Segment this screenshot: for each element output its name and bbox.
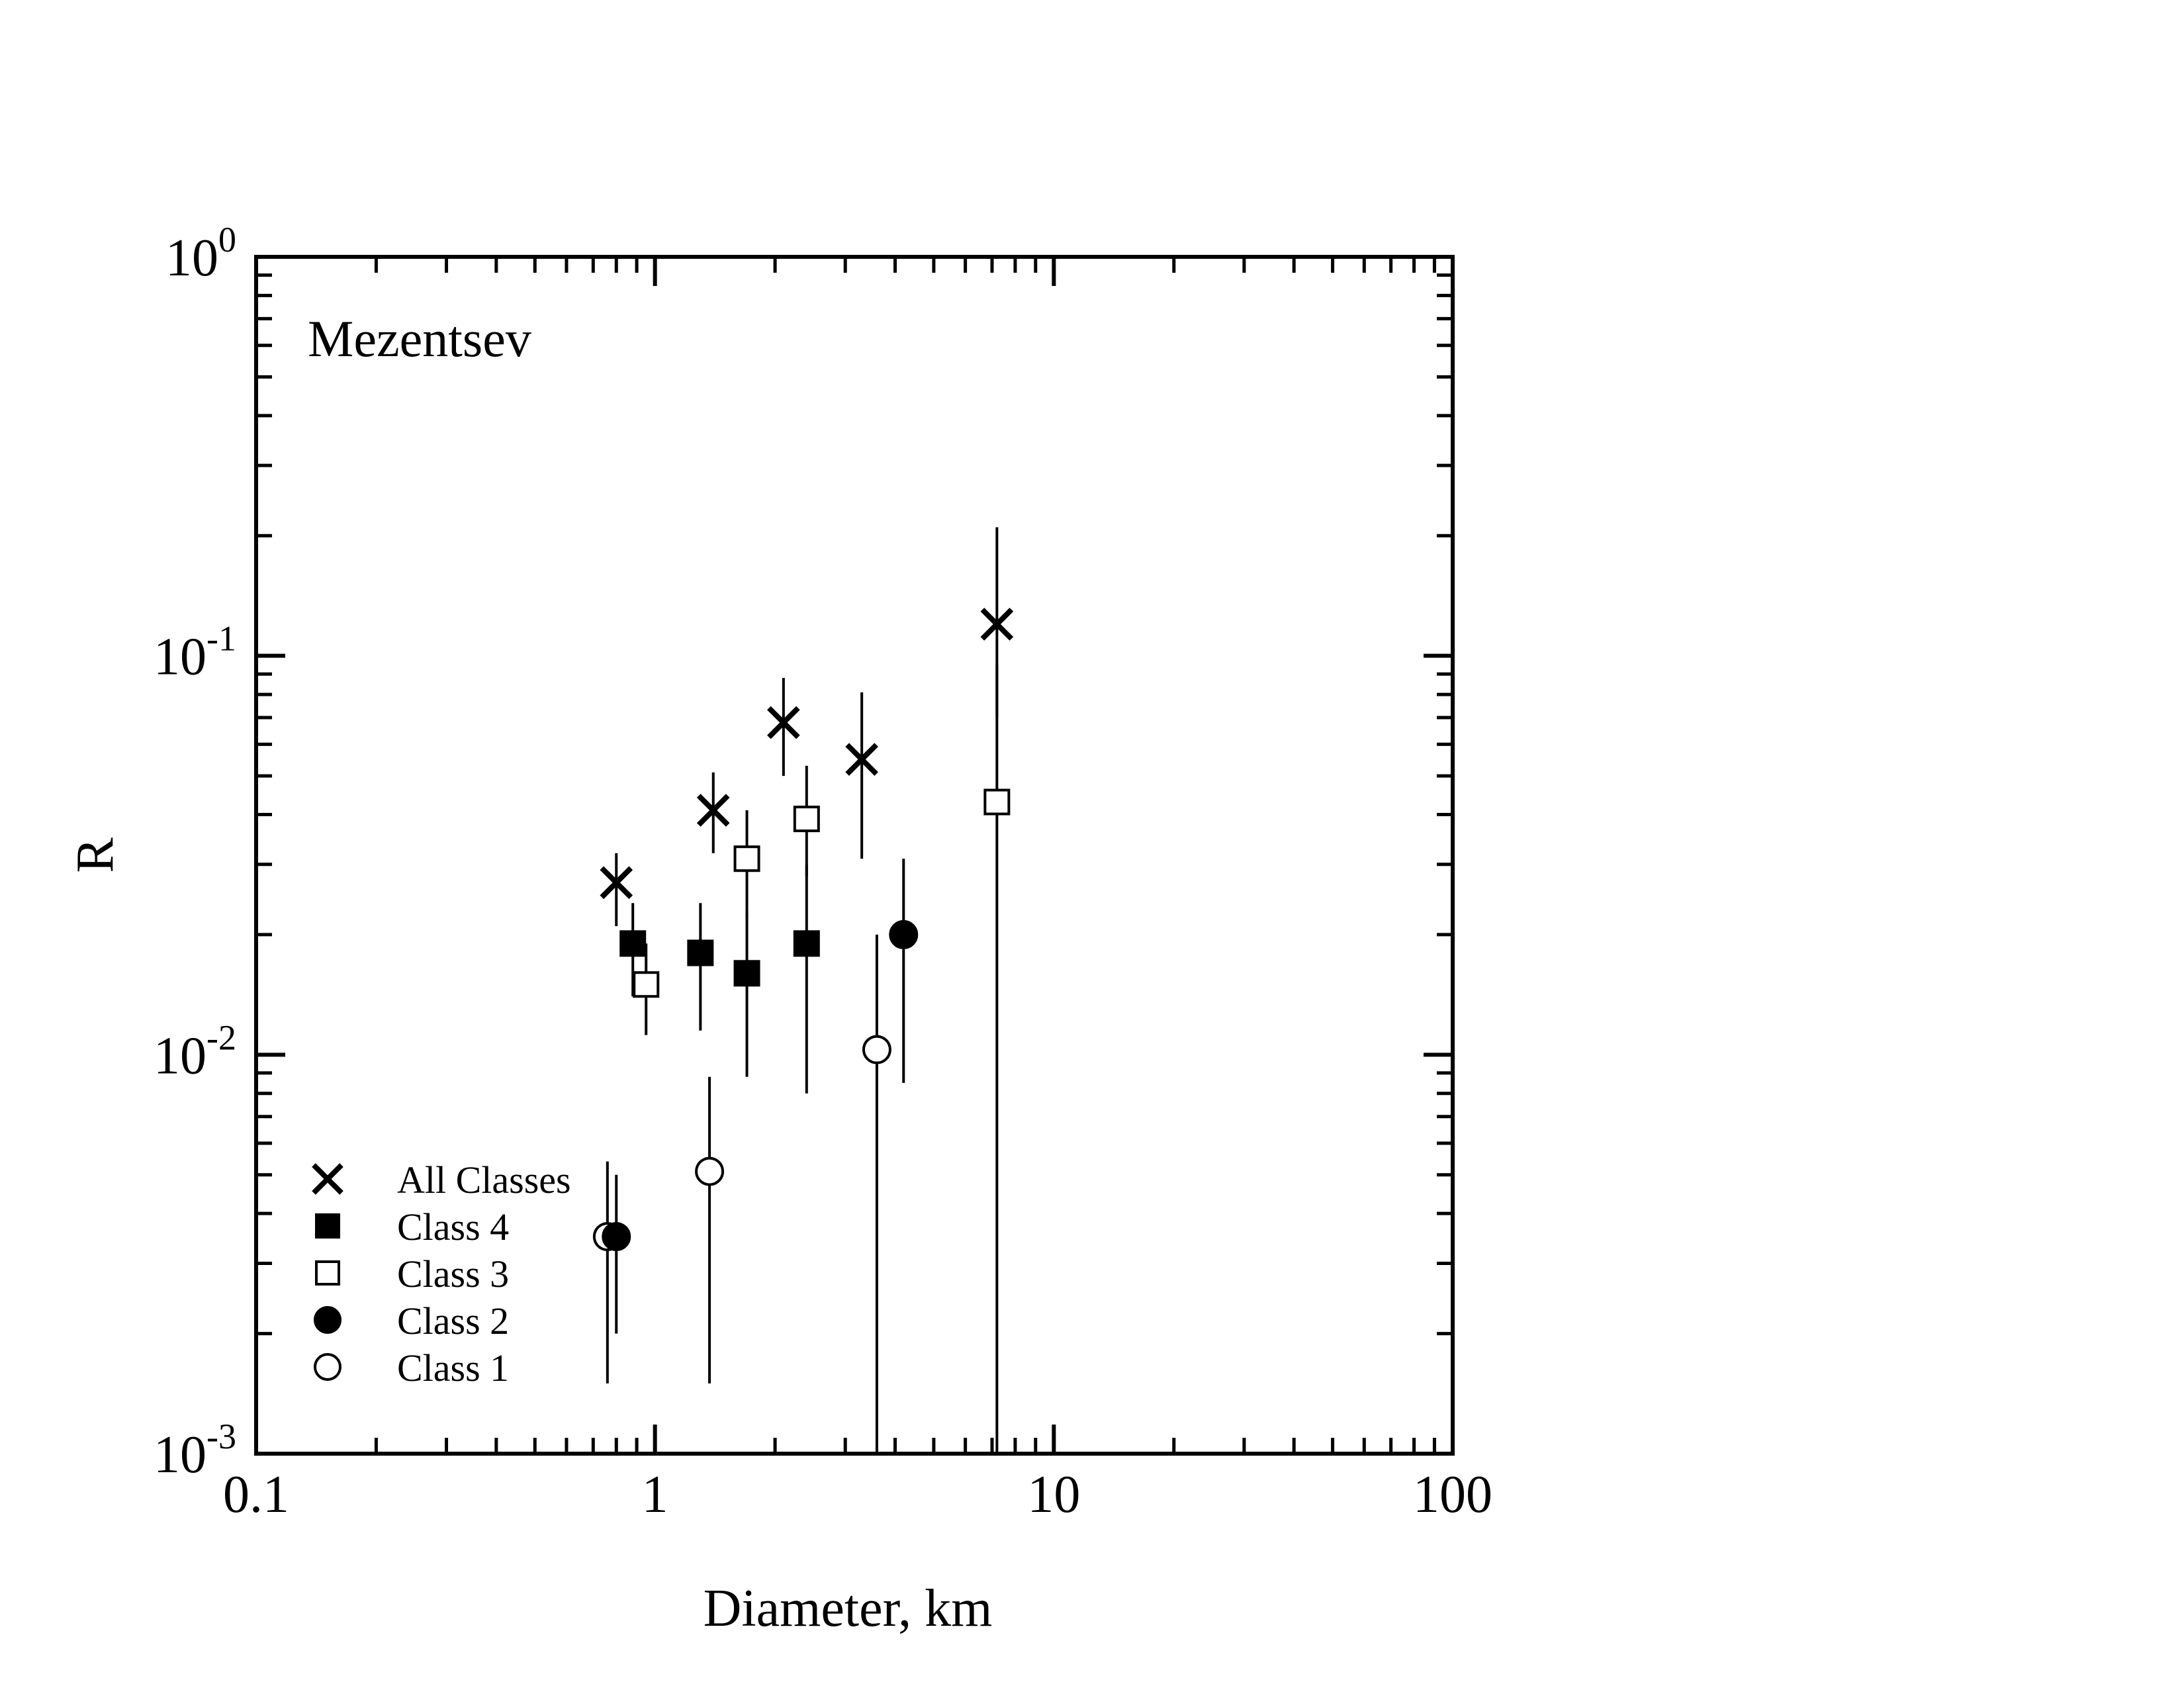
chart-title: Mezentsev — [308, 310, 531, 367]
axis-ticks — [254, 255, 1455, 1456]
series-all-classes — [600, 527, 1014, 927]
data-point — [602, 1222, 631, 1252]
series-class-4 — [619, 864, 820, 1094]
legend-marker — [315, 1213, 340, 1239]
data-point — [793, 806, 820, 833]
marker-stroke — [312, 1163, 343, 1195]
data-point — [889, 919, 919, 949]
data-point — [687, 939, 714, 966]
x-axis-label: Diameter, km — [704, 1579, 993, 1638]
legend-label: Class 2 — [397, 1299, 509, 1342]
x-tick-label: 1 — [642, 1466, 668, 1524]
series-class-3 — [633, 665, 1011, 1454]
y-tick-label: 10-1 — [154, 619, 236, 686]
data-point — [600, 866, 633, 900]
y-tick-label: 10-3 — [154, 1417, 236, 1484]
legend-marker — [315, 1260, 340, 1286]
tick-labels: 0.1 1 10 100 10-3 10-2 10-1 100 — [154, 220, 1492, 1524]
legend-label: Class 4 — [397, 1205, 509, 1248]
y-tick-label: 100 — [165, 220, 236, 287]
marker-stroke — [600, 866, 633, 900]
legend-item: Class 2 — [314, 1299, 509, 1342]
data-point — [619, 930, 647, 957]
data-point — [983, 788, 1011, 816]
legend-item: Class 4 — [315, 1205, 509, 1248]
series-class-1 — [592, 934, 891, 1454]
data-point — [696, 794, 730, 827]
legend-marker — [314, 1353, 341, 1381]
data-point — [980, 608, 1014, 641]
legend-item: Class 3 — [315, 1252, 509, 1295]
x-tick-label: 0.1 — [223, 1466, 289, 1524]
data-point — [845, 743, 878, 776]
marker-stroke — [845, 743, 878, 776]
legend-label: Class 3 — [397, 1252, 509, 1295]
data-point — [733, 845, 760, 872]
x-tick-label: 10 — [1027, 1466, 1080, 1524]
marker-stroke — [980, 608, 1014, 641]
series-layer — [592, 527, 1014, 1454]
data-point — [767, 706, 800, 739]
legend-marker — [314, 1306, 341, 1334]
legend-item: Class 1 — [314, 1346, 509, 1389]
legend-label: Class 1 — [397, 1346, 509, 1389]
marker-stroke — [767, 706, 800, 739]
data-point — [862, 1035, 891, 1064]
legend-item: All Classes — [312, 1158, 571, 1201]
y-axis-label: R — [66, 837, 124, 873]
data-point — [695, 1156, 725, 1186]
series-class-2 — [602, 859, 919, 1334]
data-point — [633, 971, 660, 998]
x-tick-label: 100 — [1413, 1466, 1492, 1524]
legend-marker — [312, 1163, 343, 1195]
data-point — [733, 960, 760, 987]
y-tick-label: 10-2 — [154, 1017, 236, 1085]
marker-stroke — [696, 794, 730, 827]
plot-frame — [254, 255, 1455, 1456]
data-point — [793, 930, 820, 957]
legend-label: All Classes — [397, 1158, 571, 1201]
